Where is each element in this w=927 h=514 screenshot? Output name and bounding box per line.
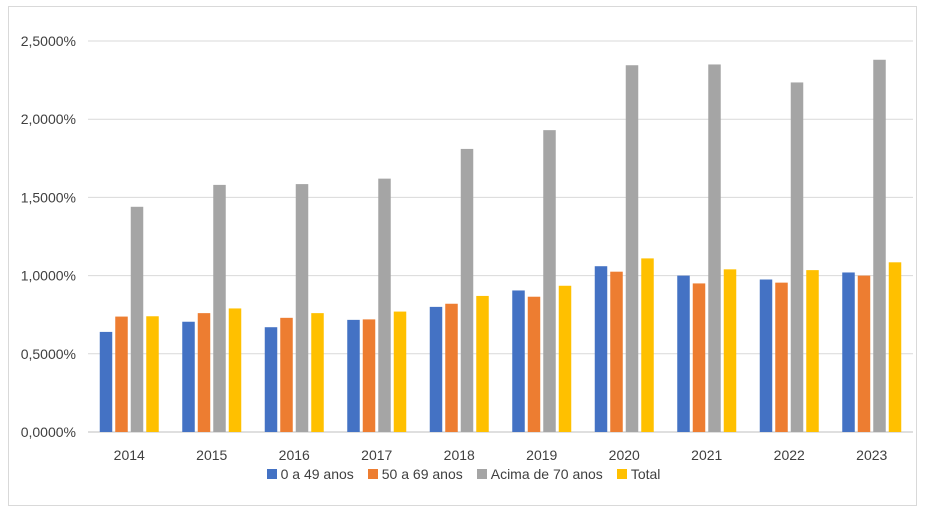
bar: [558, 285, 572, 432]
x-tick-label: 2022: [774, 447, 805, 463]
bar: [610, 271, 623, 432]
y-tick-label: 2,0000%: [21, 111, 76, 127]
bar: [280, 317, 293, 432]
bar: [295, 184, 309, 432]
bar: [182, 321, 195, 432]
bar: [888, 262, 902, 432]
bar: [378, 178, 391, 432]
bar: [264, 327, 278, 432]
bar: [775, 282, 788, 432]
bar: [476, 295, 489, 432]
x-tick-label: 2020: [609, 447, 640, 463]
y-tick-label: 2,5000%: [21, 33, 76, 49]
y-tick-label: 0,0000%: [21, 424, 76, 440]
legend-item: 0 a 49 anos: [266, 466, 354, 482]
bar: [115, 316, 128, 432]
bar: [347, 319, 360, 432]
x-tick-label: 2016: [279, 447, 310, 463]
bar: [806, 270, 819, 432]
x-tick-label: 2014: [114, 447, 145, 463]
legend-swatch: [367, 469, 378, 479]
legend: 0 a 49 anos 50 a 69 anos Acima de 70 anos T…: [0, 466, 927, 482]
x-tick-label: 2021: [691, 447, 722, 463]
bar: [641, 258, 654, 432]
bar: [543, 130, 556, 432]
y-tick-label: 1,5000%: [21, 189, 76, 205]
bar: [197, 313, 211, 432]
bar: [429, 306, 443, 432]
bar: [311, 313, 324, 432]
x-tick-label: 2023: [856, 447, 887, 463]
bar: [692, 283, 706, 432]
bar: [873, 59, 886, 432]
y-tick-label: 1,0000%: [21, 268, 76, 284]
x-tick-label: 2019: [526, 447, 557, 463]
bar: [594, 266, 608, 432]
bar: [625, 65, 639, 432]
bar: [677, 275, 690, 432]
legend-label: 0 a 49 anos: [280, 466, 354, 482]
bar: [393, 311, 407, 432]
legend-item: Total: [616, 466, 661, 482]
bar: [708, 64, 721, 433]
legend-swatch: [266, 469, 277, 479]
bar: [362, 319, 376, 432]
legend-label: Total: [630, 466, 661, 482]
y-tick-label: 0,5000%: [21, 346, 76, 362]
bar: [842, 272, 855, 432]
legend-swatch: [476, 469, 487, 479]
bar: [445, 303, 458, 432]
legend-item: 50 a 69 anos: [367, 466, 463, 482]
bar: [857, 275, 871, 432]
bar: [213, 184, 226, 432]
x-tick-label: 2015: [196, 447, 227, 463]
legend-label: Acima de 70 anos: [490, 466, 603, 482]
bar: [130, 206, 144, 432]
legend-label: 50 a 69 anos: [381, 466, 463, 482]
x-tick-label: 2017: [361, 447, 392, 463]
bar: [723, 269, 737, 432]
bar: [228, 308, 242, 432]
legend-swatch: [616, 469, 627, 479]
bar: [790, 82, 804, 433]
x-tick-label: 2018: [444, 447, 475, 463]
legend-item: Acima de 70 anos: [476, 466, 603, 482]
bar: [512, 290, 525, 432]
bar: [759, 279, 773, 432]
bar: [146, 316, 159, 432]
bar: [99, 331, 113, 432]
bar: [527, 296, 541, 432]
bar: [460, 148, 474, 432]
